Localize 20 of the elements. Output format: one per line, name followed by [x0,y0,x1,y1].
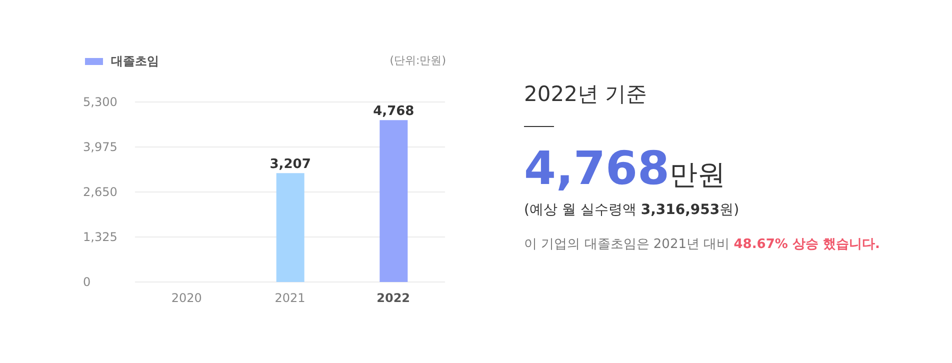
y-tick-label: 1,325 [83,230,118,244]
x-tick-label: 2022 [376,291,410,305]
text: 3,316,953 [640,202,720,218]
text: (예상 월 실수령액 [524,202,638,218]
text: 이 기업의 대졸초임은 2021년 대비 [524,237,731,252]
text: (단위:만원) [388,53,446,68]
y-tick-label: 0 [83,275,91,289]
text: 48.67% 상승 했습니다. [734,237,880,252]
data-label: 3,207 [270,157,311,172]
y-tick-label: 3,975 [83,140,118,154]
text: 원) [720,202,740,218]
data-label: 4,768 [373,104,414,120]
legend-label: 대졸초임 [111,53,159,70]
y-tick-label: 5,300 [83,95,118,109]
text: 4,768 [524,141,670,195]
x-tick-label: 2021 [274,291,306,305]
text: 2022년 기준 [524,81,648,108]
x-tick-label: 2020 [171,291,202,305]
y-tick-label: 2,650 [83,185,118,199]
text: 만원 [670,157,726,193]
